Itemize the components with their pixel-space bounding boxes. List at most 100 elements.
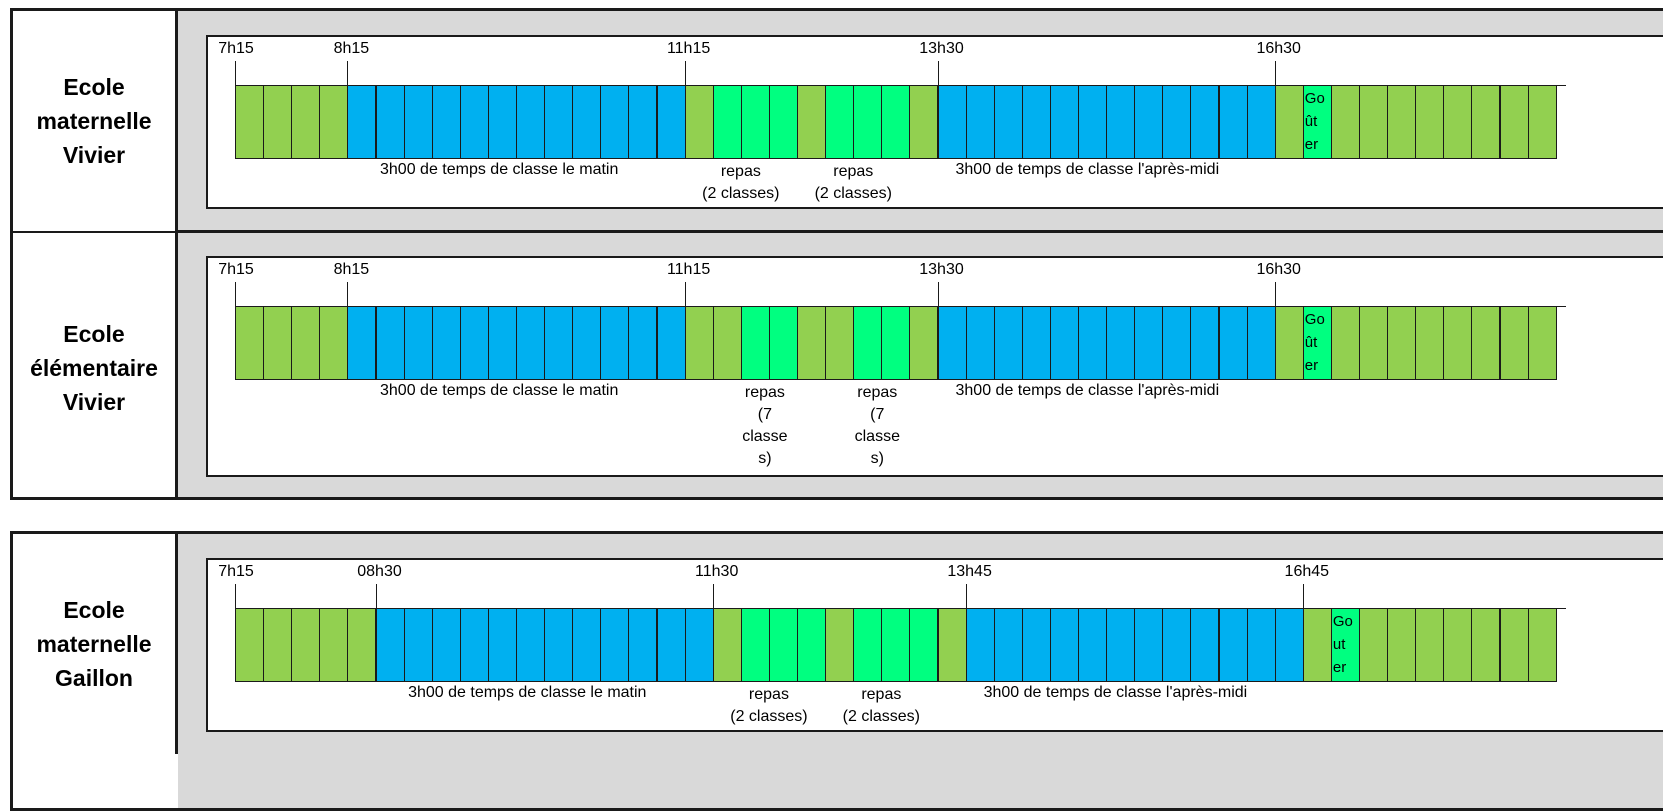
- repas-label: repas (2 classes): [810, 161, 896, 205]
- time-label: 8h15: [333, 261, 370, 278]
- afternoon-caption: 3h00 de temps de classe l'après-midi: [955, 382, 1220, 399]
- morning-caption: 3h00 de temps de classe le matin: [380, 161, 619, 178]
- classe-slot: [375, 85, 405, 159]
- classe-slot: [403, 85, 433, 159]
- classe-slot: [600, 85, 630, 159]
- garderie-slot: [1387, 85, 1417, 159]
- garderie-slot: [1302, 608, 1332, 682]
- classe-slot: [1078, 85, 1108, 159]
- classe-slot: [459, 608, 489, 682]
- time-label: 11h30: [695, 563, 739, 580]
- garderie-slot: [263, 608, 293, 682]
- garderie-slot: [1359, 608, 1389, 682]
- classe-slot: [431, 85, 461, 159]
- repas-label-line: s): [870, 450, 884, 467]
- garderie-slot: [1443, 608, 1473, 682]
- time-label: 7h15: [218, 261, 254, 278]
- time-label: 16h45: [1284, 563, 1330, 580]
- classe-slot: [628, 306, 658, 380]
- classe-slot: [628, 608, 658, 682]
- classe-slot: [459, 306, 489, 380]
- garderie-slot: [1443, 85, 1473, 159]
- classe-slot: [1218, 306, 1248, 380]
- repas-slot: [740, 306, 770, 380]
- school-name-line: Ecole: [63, 74, 125, 100]
- repas-slot: [853, 608, 883, 682]
- garderie-slot: [1274, 306, 1304, 380]
- garderie-slot: [347, 608, 377, 682]
- classe-slot: [1021, 85, 1051, 159]
- classe-slot: [1246, 85, 1276, 159]
- garderie-slot: [1330, 306, 1360, 380]
- gouter-slot: [1330, 608, 1360, 682]
- time-label: 16h30: [1256, 40, 1301, 57]
- school-name-line: Gaillon: [55, 665, 133, 691]
- row-divider: [13, 230, 1663, 233]
- garderie-slot: [1527, 85, 1557, 159]
- classe-slot: [656, 85, 686, 159]
- garderie-slot: [319, 306, 349, 380]
- garderie-slot: [797, 85, 827, 159]
- garderie-slot: [1499, 306, 1529, 380]
- garderie-slot: [1415, 608, 1445, 682]
- garderie-slot: [825, 306, 855, 380]
- gouter-slot: [1302, 85, 1332, 159]
- time-marker: [375, 584, 377, 609]
- classe-slot: [403, 608, 433, 682]
- repas-slot: [768, 306, 798, 380]
- classe-slot: [1021, 608, 1051, 682]
- gouter-label: er: [1304, 136, 1319, 153]
- garderie-slot: [319, 608, 349, 682]
- classe-slot: [1106, 85, 1136, 159]
- repas-label: repas (7 classe s): [834, 382, 920, 470]
- classe-slot: [431, 608, 461, 682]
- time-label: 7h15: [218, 563, 254, 580]
- gouter-label: Go: [1304, 311, 1325, 328]
- garderie-slot: [1471, 608, 1501, 682]
- garderie-slot: [909, 306, 939, 380]
- schedule-panel-gaillon: Ecole maternelle Gaillon 7h15 08h30 11h30 1…: [10, 531, 1663, 811]
- school-name-line: Vivier: [62, 142, 126, 168]
- time-label: 13h30: [919, 261, 964, 278]
- school-name-line: maternelle: [36, 631, 152, 657]
- garderie-slot: [1359, 306, 1389, 380]
- time-label: 13h45: [947, 563, 992, 580]
- time-marker: [937, 61, 939, 86]
- garderie-slot: [1471, 306, 1501, 380]
- repas-label-line: repas: [833, 163, 874, 180]
- garderie-slot: [937, 608, 967, 682]
- time-marker: [235, 61, 236, 86]
- classe-slot: [1162, 85, 1192, 159]
- time-label: 11h15: [666, 40, 711, 57]
- garderie-slot: [1499, 85, 1529, 159]
- classe-slot: [516, 85, 546, 159]
- classe-slot: [487, 608, 517, 682]
- garderie-slot: [684, 85, 714, 159]
- classe-slot: [1218, 85, 1248, 159]
- repas-label-line: (2 classes): [730, 708, 808, 725]
- afternoon-caption: 3h00 de temps de classe l'après-midi: [983, 684, 1248, 701]
- classe-slot: [1190, 608, 1220, 682]
- garderie-slot: [235, 306, 265, 380]
- classe-slot: [347, 85, 377, 159]
- classe-slot: [487, 306, 517, 380]
- repas-label-line: repas: [748, 686, 789, 703]
- time-marker: [712, 584, 714, 609]
- garderie-slot: [1415, 306, 1445, 380]
- timeline-maternelle-gaillon: 7h15 08h30 11h30 13h45 16h45 Go ut er 3h00 de te…: [206, 558, 1663, 732]
- repas-slot: [768, 85, 798, 159]
- repas-slot: [768, 608, 798, 682]
- garderie-slot: [235, 608, 265, 682]
- time-marker: [684, 282, 686, 307]
- repas-label: repas (2 classes): [726, 684, 812, 728]
- repas-label-line: repas: [720, 163, 761, 180]
- garderie-slot: [797, 306, 827, 380]
- classe-slot: [1162, 608, 1192, 682]
- garderie-slot: [291, 306, 321, 380]
- garderie-slot: [1471, 85, 1501, 159]
- classe-slot: [1162, 306, 1192, 380]
- gouter-label: er: [1304, 357, 1319, 374]
- repas-label-line: classe: [854, 428, 900, 445]
- classe-slot: [1078, 608, 1108, 682]
- garderie-slot: [909, 85, 939, 159]
